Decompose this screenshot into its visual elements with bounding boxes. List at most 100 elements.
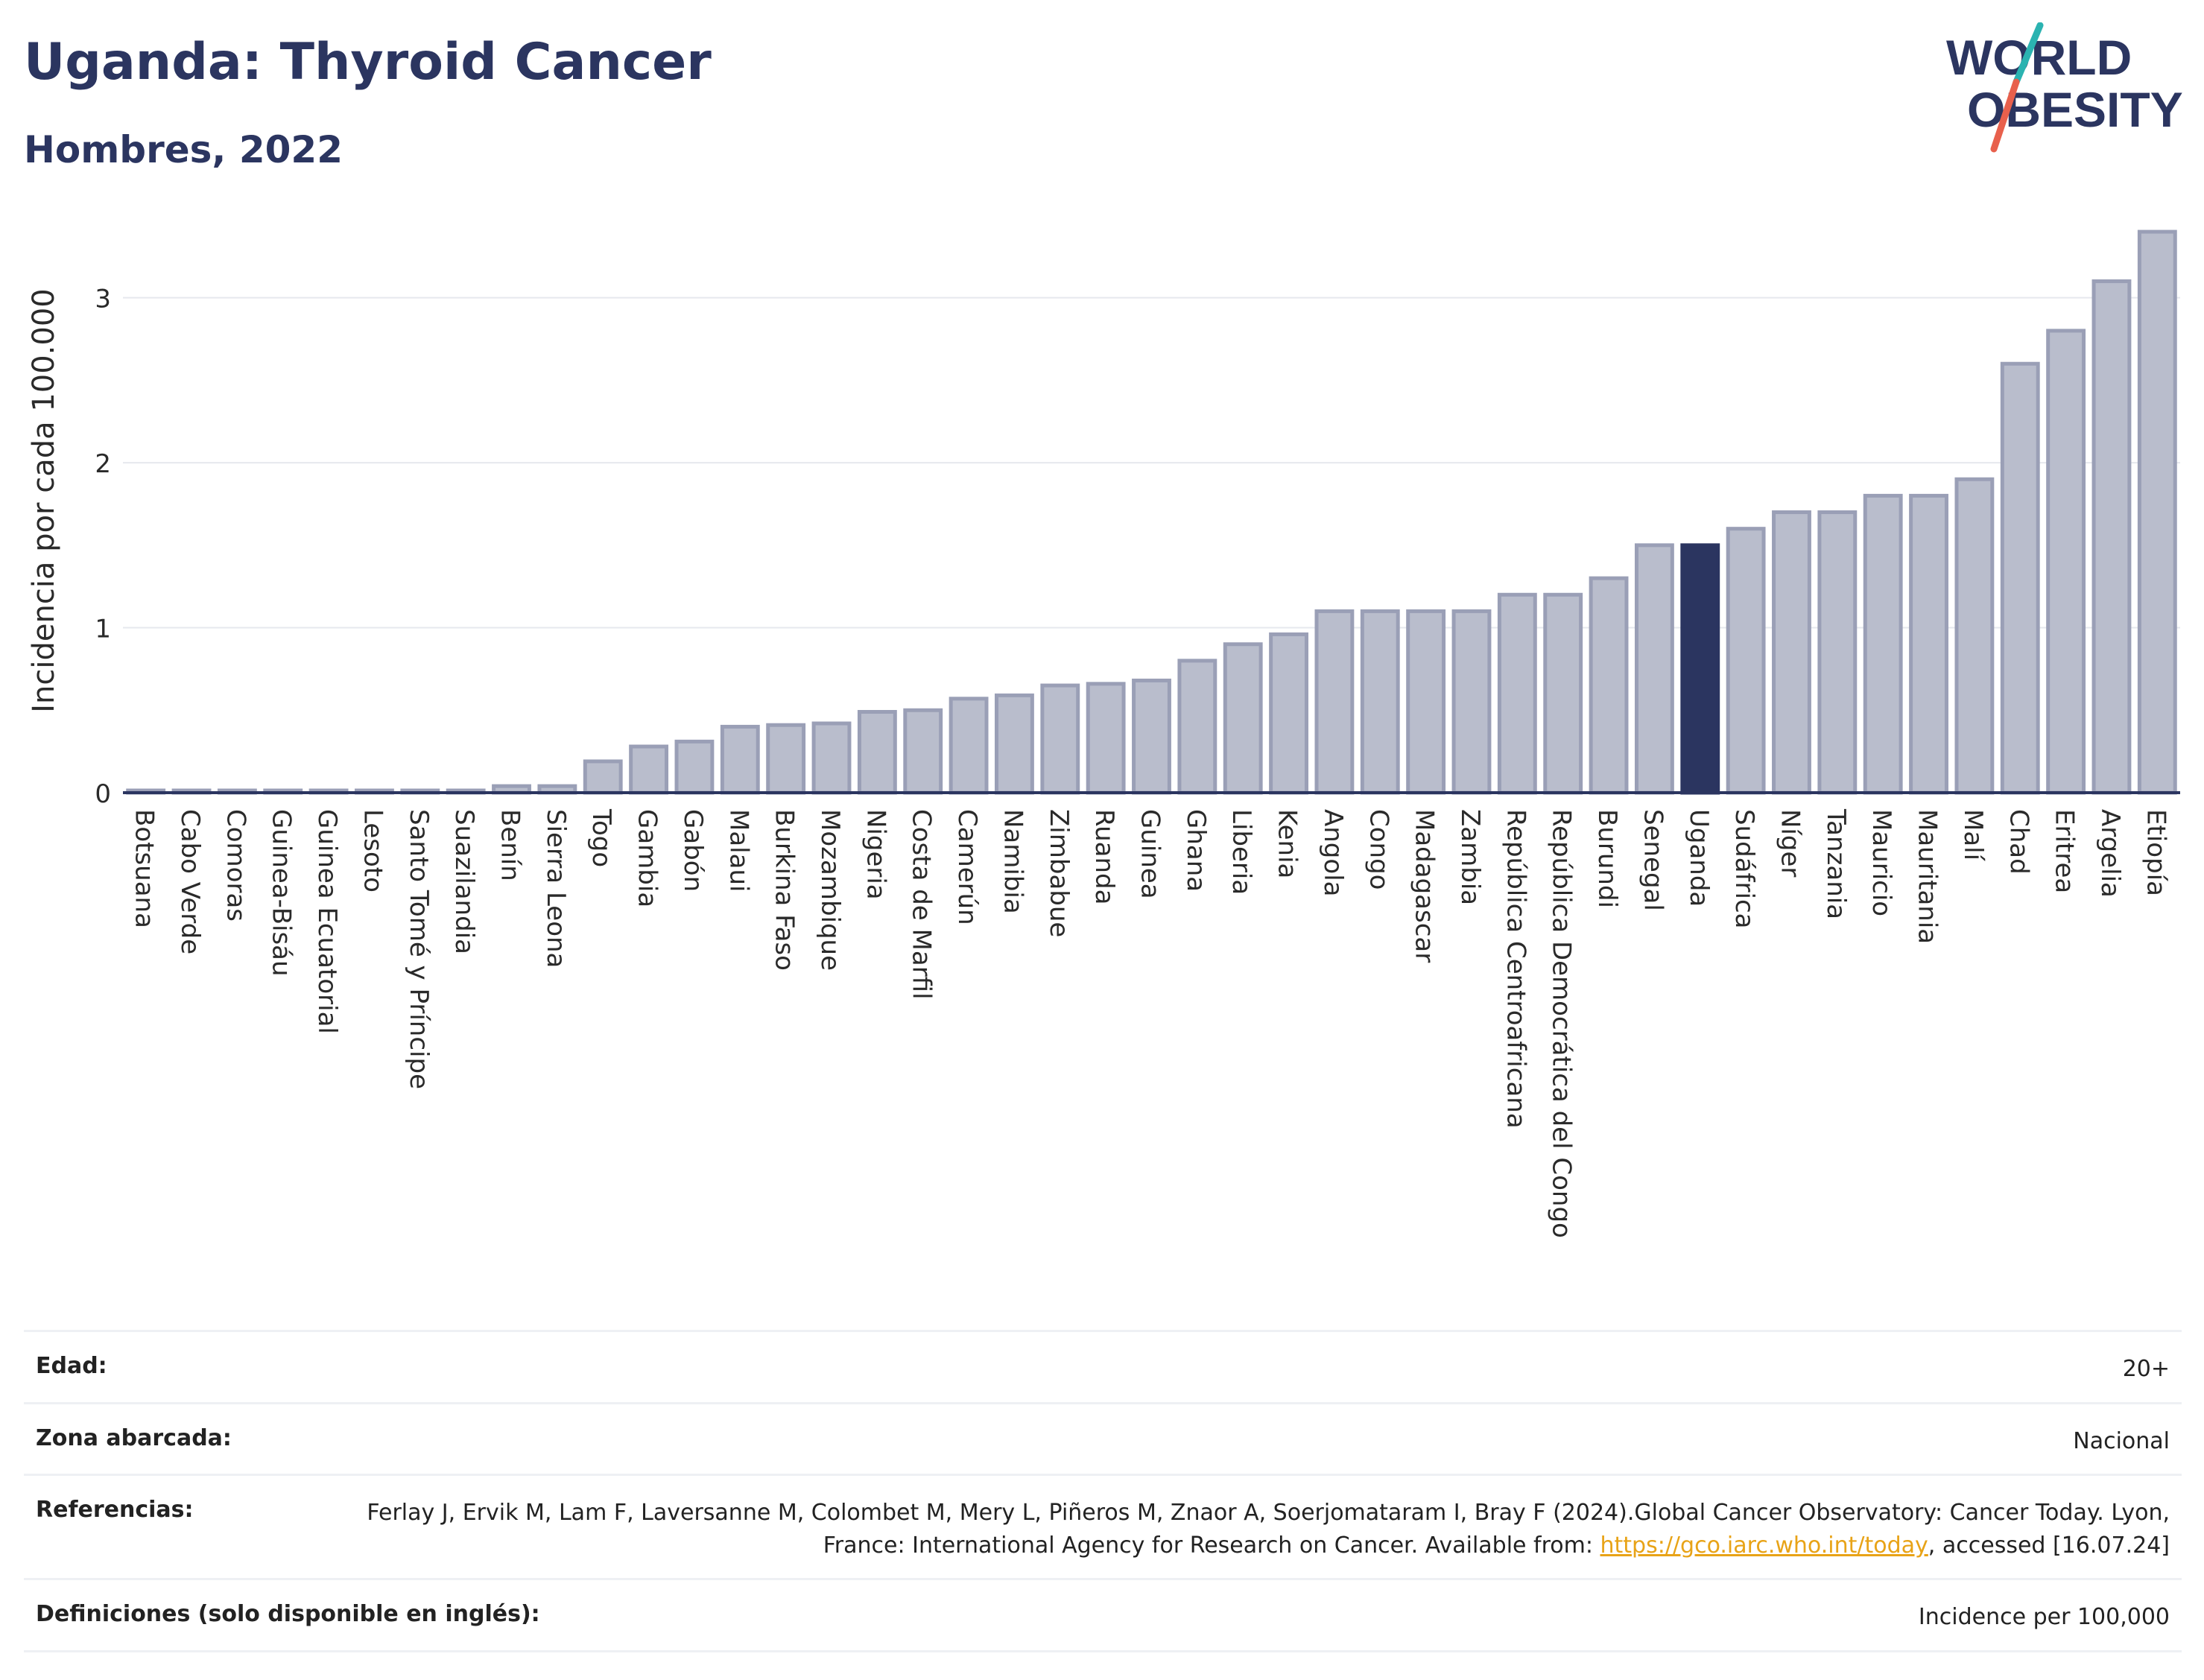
bar-etiopía[interactable]	[2137, 229, 2177, 795]
x-tick-label: Togo	[586, 808, 616, 867]
svg-text:WORLD: WORLD	[1946, 30, 2132, 85]
bar-angola[interactable]	[1314, 609, 1355, 795]
x-tick-label: Malí	[1958, 809, 1988, 862]
x-tick-label: Camerún	[952, 809, 982, 925]
bar-malí[interactable]	[1954, 477, 1995, 795]
x-tick-label: Etiopía	[2141, 809, 2170, 896]
bar-gambia[interactable]	[629, 744, 669, 795]
age-value: 20+	[2122, 1356, 2170, 1382]
x-tick-label: Eritrea	[2050, 809, 2080, 893]
y-tick-label: 3	[95, 285, 111, 314]
x-tick-label: República Centroafricana	[1501, 809, 1530, 1129]
references-row: Referencias: Ferlay J, Ervik M, Lam F, L…	[24, 1474, 2182, 1578]
age-label: Edad:	[36, 1353, 107, 1379]
x-tick-label: Guinea Ecuatorial	[312, 809, 342, 1034]
bar-mauricio[interactable]	[1863, 493, 1903, 795]
info-table: Edad: 20+ Zona abarcada: Nacional Refere…	[24, 1330, 2182, 1652]
x-tick-label: Comoras	[221, 809, 250, 922]
bar-liberia[interactable]	[1223, 642, 1263, 795]
x-tick-label: Gabón	[678, 809, 708, 892]
bar-república-democrática-del-congo[interactable]	[1543, 592, 1583, 795]
bar-níger[interactable]	[1772, 510, 1811, 795]
bar-namibia[interactable]	[995, 693, 1034, 795]
page-title: Uganda: Thyroid Cancer	[24, 33, 712, 92]
x-tick-label: Gambia	[633, 809, 662, 907]
x-tick-label: Liberia	[1226, 809, 1256, 895]
definitions-label: Definiciones (solo disponible en inglés)…	[36, 1601, 540, 1627]
bar-congo[interactable]	[1360, 609, 1400, 795]
x-tick-label: Chad	[2004, 809, 2033, 875]
bar-camerún[interactable]	[949, 697, 989, 795]
bar-argelia[interactable]	[2091, 279, 2132, 795]
bar-chad[interactable]	[2000, 361, 2040, 795]
x-tick-label: Malaui	[723, 809, 753, 892]
x-tick-label: Tanzania	[1821, 808, 1851, 919]
x-tick-label: Sierra Leona	[541, 809, 571, 968]
x-tick-label: Suazilandia	[449, 809, 479, 954]
area-label: Zona abarcada:	[36, 1424, 232, 1451]
bar-guinea[interactable]	[1132, 678, 1171, 795]
axes: 0 1 2 3 Botsuana Cabo Verde Comoras Guinea-Bisá…	[95, 285, 2180, 1238]
bar-tanzania[interactable]	[1817, 510, 1858, 795]
definitions-value: Incidence per 100,000	[1918, 1604, 2170, 1630]
x-tick-label: Lesoto	[358, 809, 387, 893]
bar-mozambique[interactable]	[811, 721, 852, 795]
x-tick-label: Angola	[1318, 809, 1348, 896]
bar-burkina-faso[interactable]	[766, 723, 806, 795]
bar-ruanda[interactable]	[1086, 682, 1126, 795]
x-tick-label: Senegal	[1638, 809, 1668, 911]
x-tick-label: Mozambique	[815, 809, 845, 971]
bar-república-centroafricana[interactable]	[1497, 592, 1537, 795]
definitions-row: Definiciones (solo disponible en inglés)…	[24, 1578, 2182, 1652]
area-value: Nacional	[2073, 1427, 2170, 1454]
bar-kenia[interactable]	[1269, 632, 1308, 795]
x-tick-label: Zambia	[1455, 809, 1485, 905]
x-tick-label: Santo Tomé y Príncipe	[404, 809, 434, 1089]
y-tick-label: 1	[95, 615, 111, 644]
y-tick-label: 0	[95, 779, 111, 809]
x-tick-label: Ruanda	[1089, 809, 1119, 904]
y-tick-label: 2	[95, 449, 111, 479]
bar-burundi[interactable]	[1589, 576, 1629, 795]
bar-uganda[interactable]	[1680, 543, 1720, 795]
x-tick-label: Mauricio	[1866, 809, 1896, 916]
references-label: Referencias:	[36, 1497, 194, 1523]
references-value: Ferlay J, Ervik M, Lam F, Laversanne M, …	[344, 1497, 2170, 1562]
world-obesity-logo: WORLD OBESITY	[1946, 22, 2183, 153]
x-tick-label: Botsuana	[130, 809, 159, 928]
x-tick-label: Argelia	[2095, 809, 2125, 898]
x-tick-label: Níger	[1775, 809, 1805, 877]
bar-costa-de-marfil[interactable]	[903, 708, 943, 795]
bar-mauritania[interactable]	[1909, 493, 1948, 795]
bar-zimbabue[interactable]	[1040, 683, 1080, 795]
bar-madagascar[interactable]	[1406, 609, 1446, 795]
bar-togo[interactable]	[583, 759, 623, 795]
bar-ghana[interactable]	[1177, 659, 1217, 795]
x-tick-label: Uganda	[1684, 809, 1714, 907]
x-tick-label: Sudáfrica	[1729, 809, 1759, 928]
bars	[126, 229, 2177, 795]
x-tick-label: Nigeria	[861, 809, 890, 900]
area-row: Zona abarcada: Nacional	[24, 1401, 2182, 1474]
bar-gabón[interactable]	[674, 739, 715, 795]
bar-senegal[interactable]	[1634, 543, 1674, 795]
y-axis-label: Incidencia por cada 100.000	[27, 288, 61, 713]
x-tick-label: Guinea-Bisáu	[267, 809, 297, 977]
x-tick-label: Madagascar	[1410, 809, 1440, 963]
references-link[interactable]: https://gco.iarc.who.int/today	[1600, 1532, 1928, 1559]
bar-malaui[interactable]	[720, 724, 760, 795]
x-tick-label: Guinea	[1136, 809, 1165, 899]
bar-nigeria[interactable]	[857, 709, 897, 795]
x-tick-label: Costa de Marfil	[907, 809, 937, 1000]
bar-zambia[interactable]	[1451, 609, 1492, 795]
bar-chart: 0 1 2 3 Botsuana Cabo Verde Comoras Guinea-Bisá…	[27, 229, 2180, 1238]
references-accessed: , accessed [16.07.24]	[1928, 1532, 2170, 1559]
bar-sudáfrica[interactable]	[1726, 527, 1766, 795]
bar-eritrea[interactable]	[2046, 329, 2086, 795]
x-tick-label: Burkina Faso	[770, 809, 799, 971]
page-subtitle: Hombres, 2022	[24, 128, 343, 171]
x-tick-label: Zimbabue	[1044, 809, 1074, 937]
references-text: Ferlay J, Ervik M, Lam F, Laversanne M, …	[367, 1500, 2170, 1559]
x-tick-label: Ghana	[1181, 809, 1211, 892]
x-tick-label: Burundi	[1592, 809, 1622, 908]
